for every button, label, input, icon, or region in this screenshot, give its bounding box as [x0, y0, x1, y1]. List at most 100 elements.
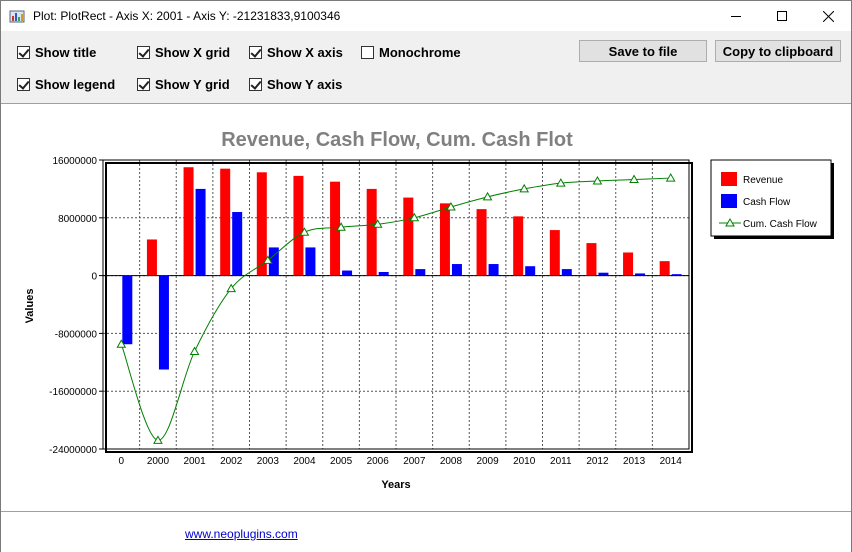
cash-flow-bar: [158, 275, 169, 370]
revenue-bar: [293, 175, 304, 276]
y-tick-label: -16000000: [49, 387, 97, 398]
cash-flow-bar: [268, 247, 279, 276]
x-tick-label: 2006: [367, 456, 390, 467]
x-tick-label: 2011: [550, 456, 572, 467]
cash-flow-bar: [122, 275, 133, 345]
revenue-bar: [403, 197, 414, 276]
revenue-bar: [183, 167, 194, 276]
legend-label: Cum. Cash Flow: [743, 219, 818, 230]
cum-cash-flow-marker: [262, 255, 273, 264]
show-x-axis-checkbox[interactable]: [249, 45, 262, 59]
frame-border: [102, 159, 690, 450]
show-y-grid-checkbox[interactable]: [137, 77, 150, 91]
x-tick-label: 2001: [183, 456, 206, 467]
neoplugins-link[interactable]: www.neoplugins.com: [185, 527, 298, 541]
x-tick-label: 2004: [293, 456, 316, 467]
plot-frame: [99, 159, 693, 453]
y-tick-label: 0: [91, 272, 97, 283]
x-tick-label: 2007: [403, 456, 426, 467]
revenue-bar: [330, 181, 341, 276]
legend-swatch: [721, 194, 737, 208]
x-tick-label: 2009: [476, 456, 499, 467]
revenue-bar: [659, 261, 670, 276]
monochrome-option[interactable]: Monochrome: [361, 44, 461, 60]
show-x-axis-option[interactable]: Show X axis: [249, 44, 343, 60]
legend-label: Cash Flow: [743, 197, 791, 208]
show-x-grid-label: Show X grid: [155, 44, 231, 60]
show-legend-label: Show legend: [35, 76, 116, 92]
cum-cash-flow-line: [116, 173, 676, 444]
show-legend-checkbox[interactable]: [17, 77, 30, 91]
copy-to-clipboard-button[interactable]: Copy to clipboard: [715, 40, 841, 62]
x-tick-labels: 0 2000 2001 2002 2003 2004 2005 2006 2007 2008 200…: [119, 456, 683, 467]
x-tick-label: 2010: [513, 456, 536, 467]
cash-flow-bar: [635, 273, 646, 276]
x-tick-label: 2005: [330, 456, 353, 467]
show-x-grid-checkbox[interactable]: [137, 45, 150, 59]
chart-title: Revenue, Cash Flow, Cum. Cash Flot: [221, 129, 573, 151]
cum-cash-flow-marker: [116, 339, 127, 348]
chart-app-icon: [9, 10, 25, 23]
show-title-checkbox[interactable]: [17, 45, 30, 59]
cash-flow-bar: [342, 270, 353, 276]
cum-cash-flow-marker: [665, 173, 676, 182]
cum-cash-flow-marker: [336, 222, 346, 231]
cum-cash-flow-marker: [372, 219, 383, 228]
legend-label: Revenue: [743, 175, 783, 186]
x-tick-label: 2008: [440, 456, 463, 467]
cum-cash-flow-marker: [153, 435, 163, 444]
show-y-grid-option[interactable]: Show Y grid: [137, 76, 230, 92]
show-title-option[interactable]: Show title: [17, 44, 96, 60]
show-y-axis-label: Show Y axis: [267, 76, 343, 92]
revenue-bar: [146, 239, 157, 276]
y-tick-label: -8000000: [55, 329, 98, 340]
monochrome-checkbox[interactable]: [361, 45, 374, 59]
cum-cash-flow-marker: [629, 174, 639, 184]
x-tick-label: 0: [119, 456, 125, 467]
y-tick-labels: 16000000 8000000 0 -8000000 -16000000 -240000…: [49, 156, 97, 456]
save-to-file-button[interactable]: Save to file: [579, 40, 707, 62]
options-panel: Show title Show X grid Show X axis Monoc…: [1, 31, 851, 104]
x-tick-label: 2003: [257, 456, 280, 467]
cash-flow-bar: [525, 266, 536, 276]
show-y-grid-label: Show Y grid: [155, 76, 230, 92]
maximize-icon: [777, 11, 787, 21]
x-tick-label: 2002: [220, 456, 243, 467]
cum-cash-flow-marker: [446, 201, 456, 211]
revenue-bar: [586, 243, 597, 276]
title-bar[interactable]: Plot: PlotRect - Axis X: 2001 - Axis Y: …: [1, 1, 851, 31]
cash-flow-bar: [415, 269, 426, 276]
revenue-bar: [549, 230, 560, 276]
show-x-axis-label: Show X axis: [267, 44, 343, 60]
x-tick-label: 2013: [623, 456, 646, 467]
show-legend-option[interactable]: Show legend: [17, 76, 115, 92]
cash-flow-bar: [305, 247, 316, 276]
x-tick-label: 2012: [586, 456, 609, 467]
show-title-label: Show title: [35, 44, 97, 60]
y-tick-label: 16000000: [53, 156, 98, 167]
revenue-bar: [220, 168, 231, 276]
bars: [122, 167, 682, 370]
revenue-bar: [623, 252, 634, 276]
show-x-grid-option[interactable]: Show X grid: [137, 44, 230, 60]
cash-flow-bar: [488, 264, 499, 276]
window-title: Plot: PlotRect - Axis X: 2001 - Axis Y: …: [33, 9, 341, 23]
show-y-axis-option[interactable]: Show Y axis: [249, 76, 342, 92]
y-tick-label: 8000000: [58, 214, 97, 225]
maximize-button[interactable]: [759, 1, 805, 31]
grid: [103, 160, 689, 449]
revenue-bar: [366, 188, 377, 276]
show-y-axis-checkbox[interactable]: [249, 77, 262, 91]
y-axis-label: Values: [24, 289, 36, 324]
close-button[interactable]: [805, 1, 851, 31]
cum-cash-flow-marker: [592, 175, 603, 185]
footer: www.neoplugins.com: [1, 511, 851, 552]
minimize-button[interactable]: [713, 1, 759, 31]
revenue-bar: [256, 172, 267, 276]
cum-cash-flow-marker: [226, 283, 237, 293]
x-tick-label: 2000: [147, 456, 170, 467]
legend: Revenue Cash Flow Cum. Cash Flow: [710, 159, 834, 239]
cum-cash-flow-marker: [555, 178, 566, 187]
cash-flow-bar: [451, 264, 462, 276]
